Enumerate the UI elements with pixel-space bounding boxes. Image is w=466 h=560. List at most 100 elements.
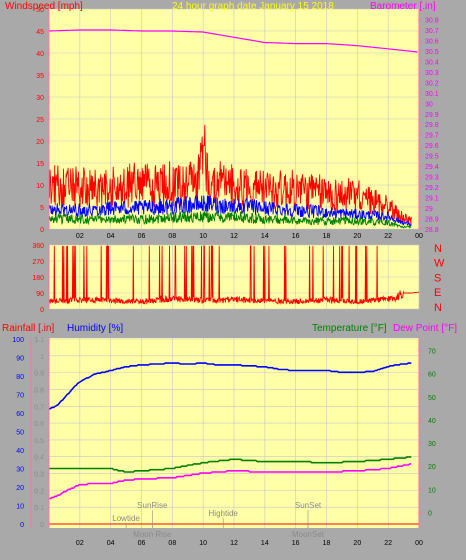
- windspeed-tick-label: 25: [36, 117, 44, 124]
- windspeed-tick-label: 15: [36, 161, 44, 168]
- barometer-tick-label: 29.5: [425, 154, 439, 161]
- rain-tick-label: 0.7: [34, 404, 44, 411]
- rain-tick-label: 1.1: [34, 337, 44, 344]
- hour-tick-label: 14: [261, 233, 269, 240]
- barometer-tick-label: 30.5: [425, 49, 439, 56]
- barometer-tick-label: 29.6: [425, 143, 439, 150]
- hour-tick-label: 10: [199, 233, 207, 240]
- direction-tick-label: 360: [32, 243, 44, 250]
- compass-label: S: [434, 272, 441, 284]
- hour-tick-label: 18: [323, 540, 331, 547]
- windspeed-tick-label: 5: [40, 205, 44, 212]
- humidity-tick-label: 70: [16, 393, 24, 400]
- wind-direction-line: [48, 245, 420, 305]
- astro-tide-annotations: Lowtide SunRise Moon Rise Hightide SunSet Moo…: [112, 501, 324, 539]
- hour-tick-label: 04: [107, 233, 115, 240]
- barometer-tick-label: 30.7: [425, 28, 439, 35]
- humidity-tick-label: 80: [16, 374, 24, 381]
- windspeed-tick-label: 40: [36, 51, 44, 58]
- humidity-line: [48, 362, 412, 410]
- compass-label: N: [434, 243, 442, 255]
- hour-tick-label: 14: [261, 540, 269, 547]
- windspeed-average-line: [48, 194, 412, 227]
- windspeed-gust-line: [48, 124, 412, 225]
- humidity-temperature-grid: [48, 338, 420, 528]
- windspeed-tick-label: 35: [36, 73, 44, 80]
- barometer-tick-label: 29.8: [425, 122, 439, 129]
- hour-tick-label: 00: [415, 540, 423, 547]
- wind-barometer-series: [48, 29, 418, 229]
- rain-tick-label: 0.4: [34, 455, 44, 462]
- barometer-tick-label: 28.8: [425, 227, 439, 234]
- barometer-axis-label: Barometer [.in]: [370, 1, 436, 12]
- hour-tick-label: 10: [199, 540, 207, 547]
- hour-tick-label: 18: [323, 233, 331, 240]
- barometer-tick-label: 30.6: [425, 38, 439, 45]
- annotation-label: SunSet: [295, 501, 322, 510]
- humidity-tick-label: 0: [20, 522, 24, 529]
- hour-tick-label: 08: [168, 540, 176, 547]
- hour-tick-label: 02: [76, 540, 84, 547]
- annotation-label: MoonSet: [292, 530, 325, 539]
- barometer-tick-label: 29.3: [425, 175, 439, 182]
- hour-tick-label: 12: [230, 540, 238, 547]
- rain-tick-label: 0.6: [34, 421, 44, 428]
- rain-tick-label: 0.2: [34, 488, 44, 495]
- humidity-tick-label: 100: [12, 337, 24, 344]
- temperature-tick-label: 40: [428, 418, 436, 425]
- barometer-tick-label: 29.2: [425, 185, 439, 192]
- dewpoint-axis-label: Dew Point [°F]: [393, 323, 457, 334]
- rain-tick-label: 0.5: [34, 438, 44, 445]
- humidity-temperature-ticks: 0 0.1 0.2 0.3 0.4 0.5 0.6 0.7 0.8 0.9 1 1.1 0 10 20 30 4…: [12, 337, 436, 547]
- humidity-tick-label: 60: [16, 411, 24, 418]
- annotation-label: Lowtide: [112, 514, 140, 523]
- direction-tick-label: 180: [32, 275, 44, 282]
- hour-tick-label: 04: [107, 540, 115, 547]
- temperature-tick-label: 30: [428, 441, 436, 448]
- wind-barometer-ticks: 0 5 10 15 20 25 30 35 40 45 50 28.8 28.9 29 29.1 29.2 29…: [36, 7, 439, 240]
- humidity-tick-label: 30: [16, 467, 24, 474]
- direction-tick-label: 90: [36, 291, 44, 298]
- windspeed-tick-label: 20: [36, 139, 44, 146]
- compass-label: N: [434, 302, 442, 314]
- barometer-tick-label: 30: [425, 101, 433, 108]
- humidity-tick-label: 20: [16, 485, 24, 492]
- temperature-tick-label: 20: [428, 464, 436, 471]
- barometer-tick-label: 30.8: [425, 17, 439, 24]
- temperature-line: [49, 456, 412, 473]
- compass-label: W: [434, 258, 445, 270]
- windspeed-low-line: [48, 210, 412, 229]
- annotation-label: Hightide: [209, 509, 239, 518]
- hour-tick-label: 20: [353, 233, 361, 240]
- barometer-line: [48, 29, 418, 53]
- humidity-axis-label: Humidity [%]: [67, 323, 123, 334]
- barometer-tick-label: 29.1: [425, 196, 439, 203]
- hour-tick-label: 08: [168, 233, 176, 240]
- humidity-temperature-series: [48, 362, 419, 525]
- hour-tick-label: 00: [415, 233, 423, 240]
- rain-tick-label: 0: [40, 522, 44, 529]
- windspeed-tick-label: 50: [36, 7, 44, 14]
- rain-tick-label: 0.3: [34, 472, 44, 479]
- hour-tick-label: 02: [76, 233, 84, 240]
- barometer-tick-label: 29.9: [425, 112, 439, 119]
- windspeed-tick-label: 10: [36, 183, 44, 190]
- humidity-tick-label: 90: [16, 356, 24, 363]
- barometer-tick-label: 30.3: [425, 70, 439, 77]
- hour-tick-label: 20: [353, 540, 361, 547]
- hour-tick-label: 12: [230, 233, 238, 240]
- hour-tick-label: 22: [384, 540, 392, 547]
- temperature-tick-label: 0: [428, 510, 432, 517]
- annotation-label: SunRise: [137, 501, 168, 510]
- direction-tick-label: 270: [32, 259, 44, 266]
- hour-tick-label: 16: [292, 233, 300, 240]
- windspeed-tick-label: 30: [36, 95, 44, 102]
- barometer-tick-label: 30.1: [425, 91, 439, 98]
- rain-tick-label: 0.9: [34, 371, 44, 378]
- temperature-axis-label: Temperature [°F]: [312, 323, 387, 334]
- barometer-tick-label: 30.2: [425, 80, 439, 87]
- humidity-tick-label: 40: [16, 448, 24, 455]
- hour-tick-label: 16: [292, 540, 300, 547]
